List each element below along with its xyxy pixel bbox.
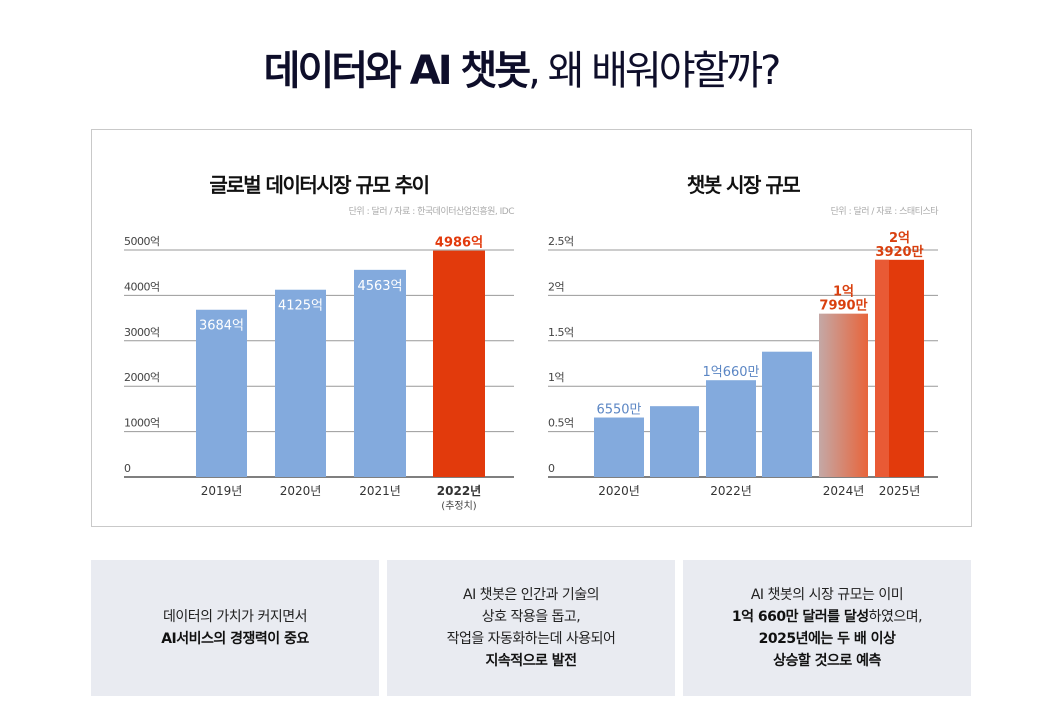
y-tick-label: 0 <box>124 462 131 475</box>
box-line: 1억 660만 달러를 달성하였으며, <box>731 606 923 628</box>
value-label: 1억660만 <box>702 365 759 380</box>
bar-unlabeled <box>650 406 699 477</box>
bar-unlabeled <box>762 351 812 477</box>
info-box-3: AI 챗봇의 시장 규모는 이미 1억 660만 달러를 달성하였으며, 2025년… <box>683 560 971 696</box>
box-line: AI 챗봇은 인간과 기술의 <box>463 584 599 606</box>
y-tick-label: 3000억 <box>124 326 160 339</box>
page-title: 데이터와 AI 챗봇, 왜 배워야할까? <box>0 38 1042 96</box>
bar-2024년 <box>819 313 868 477</box>
bar-highlight <box>875 259 889 477</box>
title-rest: , 왜 배워야할까? <box>528 48 781 94</box>
bar-2022년 <box>706 380 756 477</box>
y-tick-label: 1000억 <box>124 417 160 430</box>
x-tick-label: 2024년 <box>823 484 865 498</box>
box-text: 하였으며, <box>868 609 923 625</box>
chart-source: 단위 : 달러 / 자료 : 스태티스타 <box>831 205 940 217</box>
box-text: 1억 660만 달러를 달성 <box>731 609 869 625</box>
box-line: 상호 작용을 돕고, <box>482 606 581 628</box>
box-text: 상호 작용을 돕고, <box>481 609 581 625</box>
chart-title: 글로벌 데이터시장 규모 추이 <box>209 173 428 197</box>
box-text: 작업을 자동화하는데 사용되어 <box>446 631 616 647</box>
x-tick-label: 2025년 <box>879 484 921 498</box>
x-tick-label: 2022년 <box>437 484 481 498</box>
box-text: AI 챗봇의 시장 규모는 이미 <box>750 587 904 603</box>
value-label: 1억 <box>833 285 854 300</box>
value-label: 7990만 <box>819 298 867 314</box>
value-label: 4986억 <box>435 236 483 251</box>
box-text: 데이터의 가치가 커지면서 <box>162 609 308 625</box>
chart-source: 단위 : 달러 / 자료 : 한국데이터산업진흥원, IDC <box>349 205 515 217</box>
bar-2022년 <box>433 250 485 477</box>
box-line: 데이터의 가치가 커지면서 <box>162 606 308 628</box>
value-label: 2억 <box>889 231 910 246</box>
bar-2020년 <box>594 417 644 477</box>
y-tick-label: 1.5억 <box>548 326 574 339</box>
x-tick-label: 2022년 <box>710 484 752 498</box>
value-label: 4563억 <box>357 279 402 294</box>
box-text: AI 챗봇은 인간과 기술의 <box>463 587 599 603</box>
y-tick-label: 2.5억 <box>548 235 574 248</box>
y-tick-label: 4000억 <box>124 280 160 293</box>
y-tick-label: 0 <box>548 462 555 475</box>
box-text: 2025년에는 두 배 이상 <box>758 631 896 647</box>
y-tick-label: 5000억 <box>124 235 160 248</box>
x-tick-label: 2020년 <box>280 484 322 498</box>
x-tick-label: 2019년 <box>201 484 243 498</box>
value-label: 3684억 <box>199 319 244 334</box>
value-label: 3920만 <box>875 244 923 260</box>
bar-2019년 <box>196 309 247 477</box>
info-box-1: 데이터의 가치가 커지면서 AI서비스의 경쟁력이 중요 <box>91 560 379 696</box>
title-highlight: 데이터와 AI 챗봇 <box>264 38 532 96</box>
box-line: 2025년에는 두 배 이상 <box>759 628 896 650</box>
box-text: 상승할 것으로 예측 <box>773 653 881 669</box>
value-label: 4125억 <box>278 299 323 314</box>
bar-2020년 <box>275 289 326 477</box>
box-text: 지속적으로 발전 <box>485 653 577 669</box>
y-tick-label: 2억 <box>548 280 564 293</box>
box-text: AI서비스의 경쟁력이 중요 <box>161 631 309 647</box>
y-tick-label: 0.5억 <box>548 417 574 430</box>
x-tick-label: 2020년 <box>598 484 640 498</box>
x-tick-label: 2021년 <box>359 484 401 498</box>
box-line: AI 챗봇의 시장 규모는 이미 <box>750 584 904 606</box>
y-tick-label: 2000억 <box>124 371 160 384</box>
box-line: 작업을 자동화하는데 사용되어 <box>447 628 616 650</box>
box-line: 상승할 것으로 예측 <box>773 650 881 672</box>
bar-2021년 <box>354 269 406 477</box>
chart-title: 챗봇 시장 규모 <box>687 173 800 197</box>
box-line: 지속적으로 발전 <box>485 650 577 672</box>
x-tick-note: (추정치) <box>441 500 477 512</box>
y-tick-label: 1억 <box>548 371 564 384</box>
value-label: 6550만 <box>596 403 641 418</box>
box-line: AI서비스의 경쟁력이 중요 <box>161 628 309 650</box>
